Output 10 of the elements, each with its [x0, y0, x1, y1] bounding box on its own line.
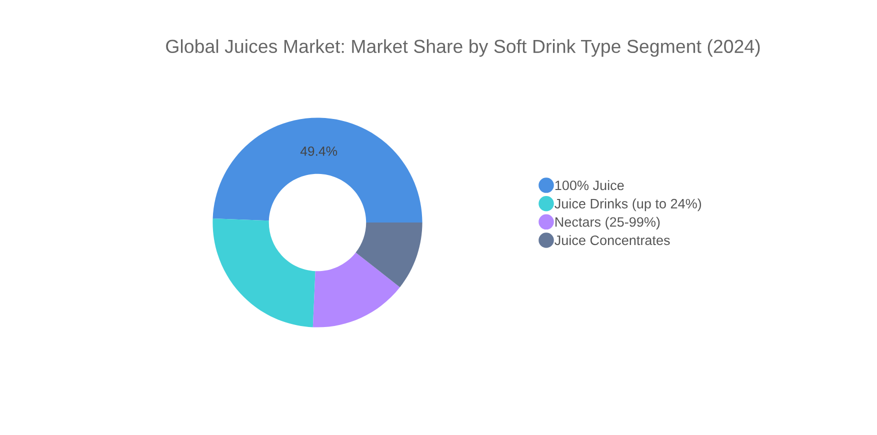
legend-label: Nectars (25-99%) [555, 216, 660, 230]
donut-slice [312, 252, 400, 328]
donut-slice [212, 218, 316, 328]
legend-label: Juice Concentrates [554, 235, 670, 246]
legend-label: Juice Drinks (up to 24%) [554, 198, 702, 212]
donut-slice [356, 222, 422, 288]
data-label: 49.4% [300, 146, 338, 156]
chart-title: Global Juices Market: Market Share by Soft Drink Type Segment (2024) [166, 39, 760, 57]
donut-slice [212, 118, 422, 222]
legend-label: 100% Juice [555, 180, 624, 190]
